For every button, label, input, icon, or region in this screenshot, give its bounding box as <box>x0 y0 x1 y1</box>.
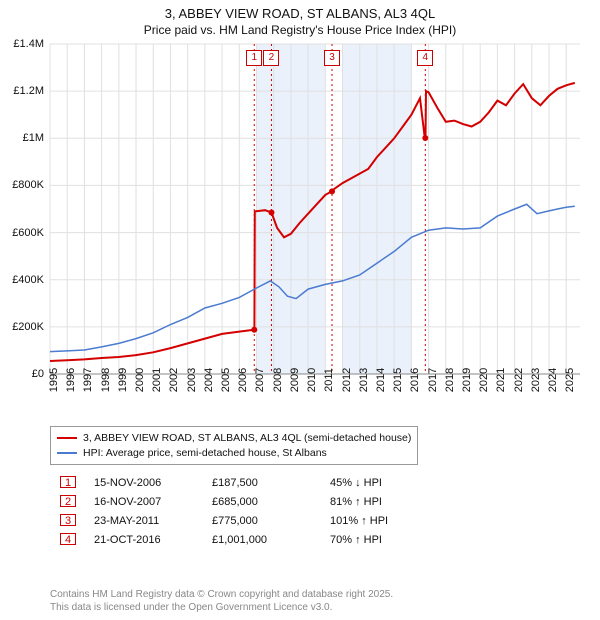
x-tick-label: 2011 <box>323 368 335 392</box>
footer-line2: This data is licensed under the Open Gov… <box>50 601 393 614</box>
chart-container: 3, ABBEY VIEW ROAD, ST ALBANS, AL3 4QL P… <box>0 0 600 620</box>
x-tick-label: 1997 <box>82 368 94 392</box>
x-tick-label: 2022 <box>513 368 525 392</box>
sale-marker-2: 2 <box>263 50 279 66</box>
footer-line1: Contains HM Land Registry data © Crown c… <box>50 588 393 601</box>
y-tick-label: £800K <box>4 179 44 191</box>
y-tick-label: £400K <box>4 274 44 286</box>
sales-date: 16-NOV-2007 <box>86 493 202 510</box>
y-tick-label: £1.4M <box>4 38 44 50</box>
legend-row-property: 3, ABBEY VIEW ROAD, ST ALBANS, AL3 4QL (… <box>57 431 411 446</box>
legend-swatch-property <box>57 437 77 439</box>
y-tick-label: £1.2M <box>4 85 44 97</box>
sales-date: 23-MAY-2011 <box>86 512 202 529</box>
x-tick-label: 2018 <box>444 368 456 392</box>
legend-label-property: 3, ABBEY VIEW ROAD, ST ALBANS, AL3 4QL (… <box>83 431 411 446</box>
sale-marker-1: 1 <box>246 50 262 66</box>
chart-title-line1: 3, ABBEY VIEW ROAD, ST ALBANS, AL3 4QL <box>0 0 600 23</box>
x-tick-label: 2006 <box>237 368 249 392</box>
sales-idx: 4 <box>52 531 84 548</box>
y-tick-label: £200K <box>4 321 44 333</box>
price-chart <box>50 44 580 374</box>
chart-title-line2: Price paid vs. HM Land Registry's House … <box>0 23 600 39</box>
footer-attribution: Contains HM Land Registry data © Crown c… <box>50 588 393 614</box>
x-tick-label: 2008 <box>272 368 284 392</box>
x-tick-label: 2012 <box>341 368 353 392</box>
x-tick-label: 2002 <box>168 368 180 392</box>
x-tick-label: 2020 <box>478 368 490 392</box>
x-tick-label: 2003 <box>186 368 198 392</box>
x-tick-label: 2004 <box>203 368 215 392</box>
y-tick-label: £600K <box>4 227 44 239</box>
legend-row-hpi: HPI: Average price, semi-detached house,… <box>57 446 411 461</box>
x-tick-label: 2005 <box>220 368 232 392</box>
x-tick-label: 1996 <box>65 368 77 392</box>
legend: 3, ABBEY VIEW ROAD, ST ALBANS, AL3 4QL (… <box>50 426 418 465</box>
sales-idx: 3 <box>52 512 84 529</box>
legend-swatch-hpi <box>57 452 77 454</box>
sales-table: 115-NOV-2006£187,50045% ↓ HPI 216-NOV-200… <box>50 472 398 550</box>
x-tick-label: 2017 <box>427 368 439 392</box>
sales-price: £187,500 <box>204 474 320 491</box>
sales-price: £685,000 <box>204 493 320 510</box>
sales-idx: 2 <box>52 493 84 510</box>
x-tick-label: 2000 <box>134 368 146 392</box>
x-tick-label: 1999 <box>117 368 129 392</box>
x-tick-label: 2024 <box>547 368 559 392</box>
sales-delta: 70% ↑ HPI <box>322 531 396 548</box>
sales-price: £1,001,000 <box>204 531 320 548</box>
x-tick-label: 1995 <box>48 368 60 392</box>
x-tick-label: 2015 <box>392 368 404 392</box>
x-tick-label: 2025 <box>564 368 576 392</box>
y-tick-label: £1M <box>4 132 44 144</box>
sales-price: £775,000 <box>204 512 320 529</box>
x-tick-label: 2010 <box>306 368 318 392</box>
x-tick-label: 2023 <box>530 368 542 392</box>
sales-delta: 101% ↑ HPI <box>322 512 396 529</box>
x-tick-label: 2016 <box>409 368 421 392</box>
sale-marker-3: 3 <box>324 50 340 66</box>
y-tick-label: £0 <box>4 368 44 380</box>
x-tick-label: 2009 <box>289 368 301 392</box>
sales-row: 216-NOV-2007£685,00081% ↑ HPI <box>52 493 396 510</box>
sales-date: 15-NOV-2006 <box>86 474 202 491</box>
sales-delta: 81% ↑ HPI <box>322 493 396 510</box>
sales-date: 21-OCT-2016 <box>86 531 202 548</box>
x-tick-label: 2013 <box>358 368 370 392</box>
sales-delta: 45% ↓ HPI <box>322 474 396 491</box>
x-tick-label: 2014 <box>375 368 387 392</box>
x-tick-label: 2021 <box>495 368 507 392</box>
sales-idx: 1 <box>52 474 84 491</box>
sales-row: 421-OCT-2016£1,001,00070% ↑ HPI <box>52 531 396 548</box>
x-tick-label: 2001 <box>151 368 163 392</box>
x-tick-label: 2007 <box>254 368 266 392</box>
x-tick-label: 2019 <box>461 368 473 392</box>
sale-marker-4: 4 <box>417 50 433 66</box>
sales-row: 115-NOV-2006£187,50045% ↓ HPI <box>52 474 396 491</box>
legend-label-hpi: HPI: Average price, semi-detached house,… <box>83 446 327 461</box>
sales-row: 323-MAY-2011£775,000101% ↑ HPI <box>52 512 396 529</box>
x-tick-label: 1998 <box>100 368 112 392</box>
